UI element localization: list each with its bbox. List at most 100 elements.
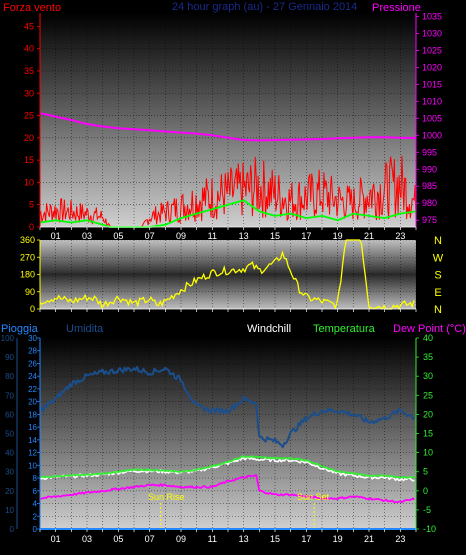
humidity-tick-label: 10 (5, 506, 14, 515)
rain-tick-label: 10 (28, 461, 37, 470)
humidity-tick-label: 20 (5, 487, 14, 496)
hour-label: 17 (301, 534, 311, 544)
wind-tick-label: 25 (24, 111, 34, 121)
humidity-tick-label: 80 (5, 372, 14, 381)
direction-tick-label: 360 (20, 235, 35, 245)
rain-tick-label: 16 (28, 423, 37, 432)
wind-tick-label: 0 (29, 222, 34, 232)
hour-label: 05 (113, 231, 123, 241)
tick-labels: 0101030305050707090911111313151517171919… (1, 11, 444, 544)
rain-tick-label: 30 (28, 334, 37, 343)
pressure-tick-label: 1025 (422, 45, 442, 55)
direction-tick-label: 270 (20, 252, 35, 262)
humidity-tick-label: 90 (5, 353, 14, 362)
rain-tick-label: 26 (28, 359, 37, 368)
hour-label: 23 (395, 231, 405, 241)
pressure-line (39, 112, 417, 142)
hour-label: 03 (82, 231, 92, 241)
humidity-tick-label: 50 (5, 430, 14, 439)
wind-tick-label: 45 (24, 21, 34, 31)
humidity-line (39, 365, 415, 449)
rain-tick-label: 20 (28, 398, 37, 407)
pressure-tick-label: 975 (422, 215, 437, 225)
rain-tick-label: 24 (28, 372, 37, 381)
wind-speed-line (39, 155, 417, 228)
rain-tick-label: 4 (33, 500, 38, 509)
sunrise-label: Sun Rise (148, 492, 185, 502)
pressure-tick-label: 1030 (422, 28, 442, 38)
temperature-line (40, 455, 415, 479)
rain-tick-label: 14 (28, 436, 37, 445)
wind-direction-line (39, 239, 415, 310)
compass-label: W (433, 252, 444, 264)
temp-tick-label: 15 (423, 429, 433, 439)
pressure-tick-label: 1020 (422, 62, 442, 72)
wind-average-line (39, 199, 417, 228)
pressure-tick-label: 980 (422, 198, 437, 208)
temp-tick-label: 20 (423, 409, 433, 419)
hour-label: 13 (239, 534, 249, 544)
hour-label: 19 (333, 231, 343, 241)
rain-tick-label: 6 (33, 487, 38, 496)
compass-label: E (434, 287, 441, 299)
wind-tick-label: 30 (24, 88, 34, 98)
hour-label: 23 (395, 534, 405, 544)
compass-label: S (434, 270, 441, 282)
temperature-title: Temperatura (313, 323, 376, 335)
humidity-tick-label: 70 (5, 391, 14, 400)
rain-tick-label: 8 (33, 474, 38, 483)
hour-label: 01 (51, 534, 61, 544)
pressure-tick-label: 990 (422, 164, 437, 174)
humidity-tick-label: 40 (5, 449, 14, 458)
rain-axis-title: Pioggia (1, 323, 39, 335)
windchill-title: Windchill (247, 323, 291, 335)
pressure-axis-title: Pressione (372, 2, 421, 14)
temp-tick-label: 35 (423, 352, 433, 362)
wind-tick-label: 35 (24, 66, 34, 76)
wind-tick-label: 40 (24, 44, 34, 54)
wind-tick-label: 15 (24, 155, 34, 165)
hour-label: 09 (176, 231, 186, 241)
hour-label: 15 (270, 534, 280, 544)
rain-tick-label: 12 (28, 449, 37, 458)
hour-label: 07 (145, 231, 155, 241)
pressure-tick-label: 1015 (422, 79, 442, 89)
wind-tick-label: 20 (24, 133, 34, 143)
wind-tick-label: 10 (24, 177, 34, 187)
hour-label: 21 (364, 231, 374, 241)
top-panel-bg (40, 13, 416, 227)
axes-layer (16, 13, 419, 532)
hour-label: 03 (82, 534, 92, 544)
temp-tick-label: 25 (423, 390, 433, 400)
humidity-axis-title: Umidita (66, 323, 104, 335)
direction-tick-label: 90 (25, 287, 35, 297)
pressure-tick-label: 1000 (422, 130, 442, 140)
direction-tick-label: 180 (20, 270, 35, 280)
direction-tick-label: 0 (30, 304, 35, 314)
compass-label: N (434, 235, 442, 247)
pressure-tick-label: 985 (422, 181, 437, 191)
humidity-tick-label: 60 (5, 410, 14, 419)
temp-tick-label: 0 (423, 486, 428, 496)
temp-tick-label: -10 (423, 524, 436, 534)
hour-label: 11 (208, 231, 217, 241)
humidity-tick-label: 30 (5, 468, 14, 477)
rain-tick-label: 22 (28, 385, 37, 394)
pressure-tick-label: 1010 (422, 96, 442, 106)
rain-tick-label: 18 (28, 410, 37, 419)
wind-axis-title: Forza vento (3, 2, 61, 14)
temp-tick-label: 40 (423, 333, 433, 343)
chart-title: 24 hour graph (au) - 27 Gennaio 2014 (172, 1, 357, 13)
pressure-tick-label: 995 (422, 147, 437, 157)
hour-label: 09 (176, 534, 186, 544)
rain-tick-label: 2 (33, 512, 38, 521)
temp-tick-label: 5 (423, 467, 428, 477)
hour-label: 05 (113, 534, 123, 544)
dewpoint-title: Dew Point (°C) (393, 323, 466, 335)
sunset-label: Sun Set (297, 492, 330, 502)
hour-label: 07 (145, 534, 155, 544)
temp-tick-label: -5 (423, 505, 431, 515)
wind-tick-label: 5 (29, 200, 34, 210)
rain-tick-label: 0 (33, 525, 38, 534)
